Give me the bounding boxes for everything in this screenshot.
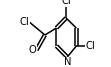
Text: Cl: Cl — [61, 0, 71, 6]
Text: N: N — [63, 57, 71, 67]
Text: O: O — [29, 45, 37, 55]
Text: Cl: Cl — [20, 17, 29, 27]
Text: Cl: Cl — [85, 41, 95, 51]
